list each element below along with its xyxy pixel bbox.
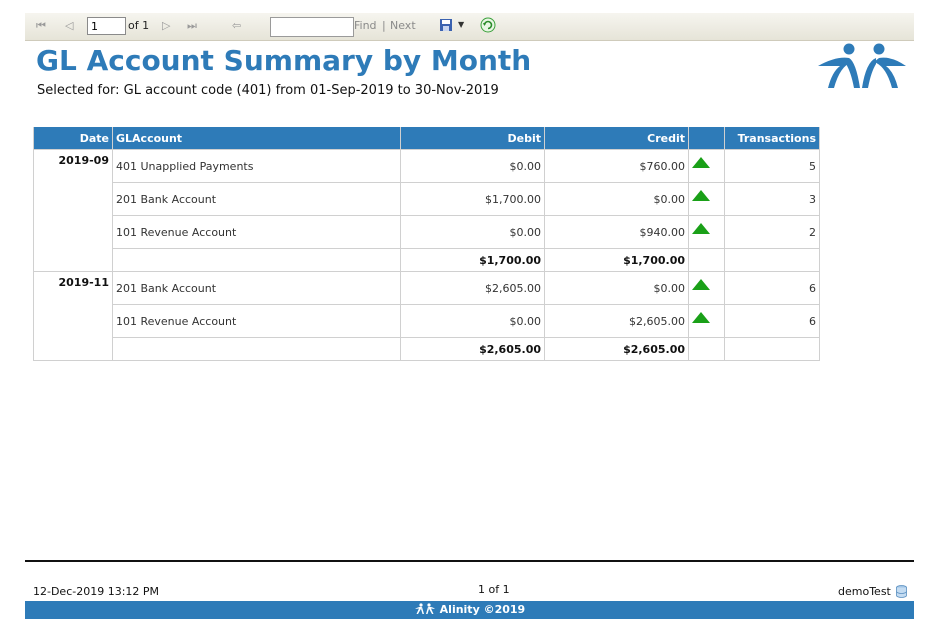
page-number-input[interactable]	[87, 17, 126, 35]
first-page-icon[interactable]: ⏮	[36, 19, 46, 32]
total-transactions-cell	[724, 337, 820, 361]
total-row: $1,700.00 $1,700.00	[34, 248, 820, 272]
drill-up-triangle-icon[interactable]	[692, 223, 710, 234]
account-cell: 201 Bank Account	[112, 271, 401, 305]
total-drill-cell	[688, 337, 725, 361]
drill-cell	[688, 149, 725, 183]
transactions-cell: 5	[724, 149, 820, 183]
credit-cell: $2,605.00	[544, 304, 689, 338]
total-debit-cell: $1,700.00	[400, 248, 545, 272]
drill-up-triangle-icon[interactable]	[692, 279, 710, 290]
account-cell: 101 Revenue Account	[112, 304, 401, 338]
footer-divider	[25, 560, 914, 562]
header-date: Date	[33, 127, 113, 150]
save-icon[interactable]	[439, 18, 453, 32]
debit-cell: $0.00	[400, 215, 545, 249]
footer-brand-bar: Alinity ©2019	[25, 601, 914, 619]
debit-cell: $2,605.00	[400, 271, 545, 305]
debit-cell: $1,700.00	[400, 182, 545, 216]
debit-cell: $0.00	[400, 304, 545, 338]
credit-cell: $760.00	[544, 149, 689, 183]
save-dropdown-icon[interactable]: ▼	[458, 20, 465, 29]
header-drill	[688, 127, 725, 150]
account-cell: 101 Revenue Account	[112, 215, 401, 249]
total-credit-cell: $1,700.00	[544, 248, 689, 272]
alinity-small-logo-icon	[414, 603, 435, 614]
table-row: 2019-09 401 Unapplied Payments $0.00 $76…	[33, 149, 820, 272]
toolbar-separator: |	[382, 19, 386, 32]
page-count-label: of 1	[128, 19, 150, 32]
header-credit: Credit	[544, 127, 689, 150]
transactions-cell: 2	[724, 215, 820, 249]
total-row: $2,605.00 $2,605.00	[34, 337, 820, 361]
find-link[interactable]: Find	[354, 19, 377, 32]
drill-cell	[688, 304, 725, 338]
header-glaccount: GLAccount	[112, 127, 401, 150]
footer-user: demoTest	[838, 585, 891, 598]
last-page-icon[interactable]: ⏭	[187, 19, 197, 32]
drill-up-triangle-icon[interactable]	[692, 190, 710, 201]
drill-up-triangle-icon[interactable]	[692, 312, 710, 323]
footer-datetime: 12-Dec-2019 13:12 PM	[33, 585, 160, 598]
header-transactions: Transactions	[724, 127, 820, 150]
group-date: 2019-11	[33, 271, 113, 361]
find-input[interactable]	[270, 17, 354, 37]
report-subtitle: Selected for: GL account code (401) from…	[37, 83, 499, 98]
total-drill-cell	[688, 248, 725, 272]
alinity-logo-icon	[818, 43, 906, 88]
table-row: 2019-11 201 Bank Account $2,605.00 $0.00…	[33, 271, 820, 361]
group-date: 2019-09	[33, 149, 113, 272]
drill-cell	[688, 271, 725, 305]
table-row: 101 Revenue Account $0.00 $2,605.00 6	[34, 304, 820, 338]
table-header-row: Date GLAccount Debit Credit Transactions	[33, 127, 820, 150]
total-debit-cell: $2,605.00	[400, 337, 545, 361]
drill-cell	[688, 182, 725, 216]
credit-cell: $940.00	[544, 215, 689, 249]
drill-cell	[688, 215, 725, 249]
previous-page-icon[interactable]: ◁	[65, 19, 74, 32]
total-credit-cell: $2,605.00	[544, 337, 689, 361]
find-next-link[interactable]: Next	[390, 19, 416, 32]
back-icon[interactable]: ⇦	[232, 19, 242, 32]
footer-page-number: 1 of 1	[478, 583, 510, 596]
footer-brand-text: Alinity ©2019	[439, 603, 526, 616]
credit-cell: $0.00	[544, 182, 689, 216]
report-toolbar: ⏮ ◁ of 1 ▷ ⏭ ⇦ Find | Next ▼	[25, 13, 914, 41]
total-label-cell	[112, 337, 401, 361]
transactions-cell: 6	[724, 304, 820, 338]
gl-summary-table: Date GLAccount Debit Credit Transactions…	[33, 127, 820, 361]
transactions-cell: 6	[724, 271, 820, 305]
transactions-cell: 3	[724, 182, 820, 216]
database-icon	[896, 585, 907, 598]
total-label-cell	[112, 248, 401, 272]
total-transactions-cell	[724, 248, 820, 272]
table-row: 201 Bank Account $1,700.00 $0.00 3	[34, 182, 820, 216]
header-debit: Debit	[400, 127, 545, 150]
report-title: GL Account Summary by Month	[36, 44, 532, 77]
account-cell: 401 Unapplied Payments	[112, 149, 401, 183]
account-cell: 201 Bank Account	[112, 182, 401, 216]
next-page-icon[interactable]: ▷	[162, 19, 171, 32]
refresh-icon[interactable]	[480, 17, 496, 33]
drill-up-triangle-icon[interactable]	[692, 157, 710, 168]
table-row: 101 Revenue Account $0.00 $940.00 2	[34, 215, 820, 249]
debit-cell: $0.00	[400, 149, 545, 183]
credit-cell: $0.00	[544, 271, 689, 305]
